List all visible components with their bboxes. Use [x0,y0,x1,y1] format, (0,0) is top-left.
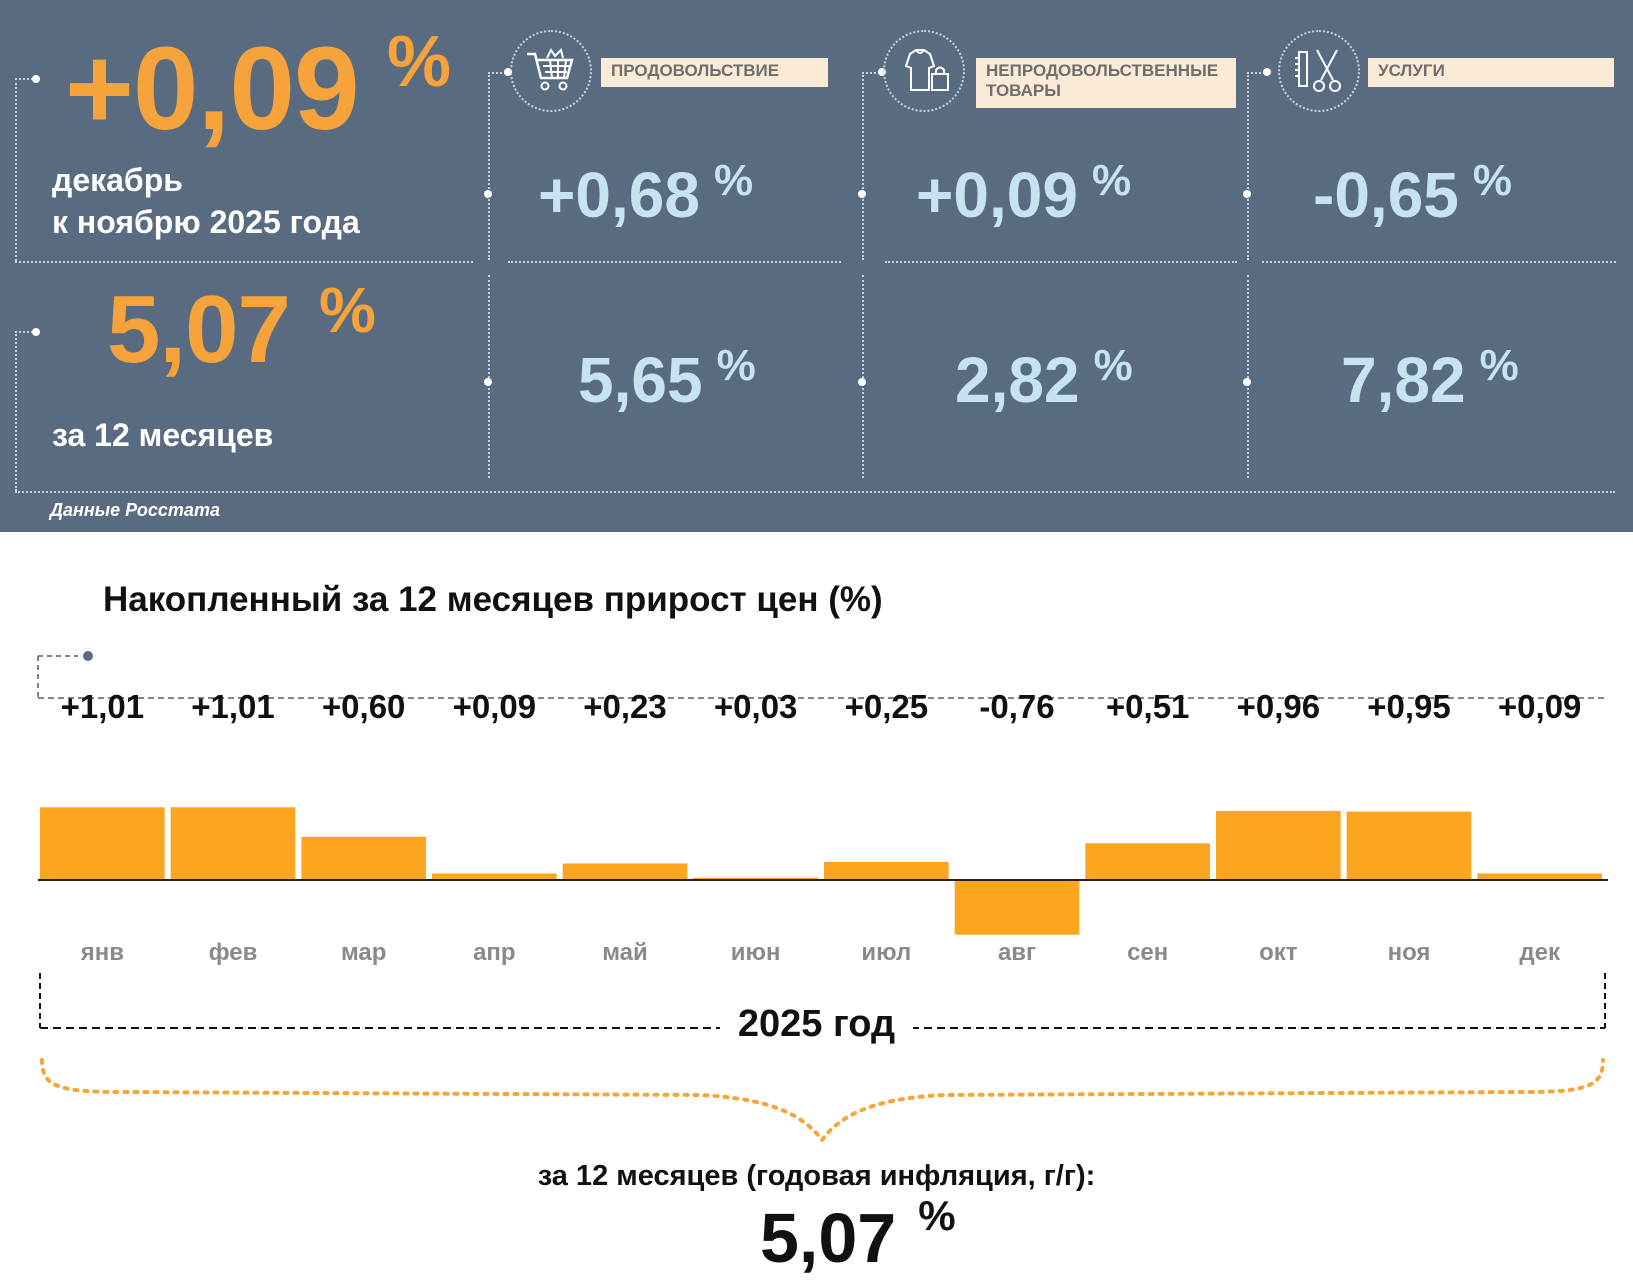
clothing-bag-icon [883,30,965,112]
value-label-сен: +0,51 [1106,688,1190,725]
monthly-caption-line2: к ноябрю 2025 года [52,203,360,240]
bar-окт [1216,810,1341,880]
category-label-services: УСЛУГИ [1368,58,1614,87]
month-label-апр: апр [473,939,516,966]
value-label-фев: +1,01 [191,688,275,725]
chart-x-axis-label: 2025 год [0,1003,1633,1046]
bar-май [562,863,688,880]
bar-дек [1477,873,1602,880]
value-label-июн: +0,03 [714,688,798,725]
month-label-дек: дек [1519,939,1561,966]
value-label-ноя: +0,95 [1367,688,1451,725]
month-label-мар: мар [341,939,386,966]
month-label-фев: фев [209,939,258,966]
annual-headline-unit: % [319,274,376,346]
chart-title: Накопленный за 12 месяцев прирост цен (%… [103,580,883,619]
monthly-caption: декабрь к ноябрю 2025 года [52,160,360,243]
food-monthly-value: +0,68% [538,156,754,231]
month-label-ноя: ноя [1388,939,1431,966]
annual-inflation-caption: за 12 месяцев (годовая инфляция, г/г): [537,1160,1096,1192]
annual-inflation-value: 5,07% [760,1192,956,1277]
value-label-мар: +0,60 [322,688,406,725]
nonfood-monthly-unit: % [1091,156,1132,205]
data-source: Данные Росстата [50,500,220,520]
category-label-food: ПРОДОВОЛЬСТВИЕ [601,58,828,87]
value-label-окт: +0,96 [1237,688,1321,725]
services-annual-unit: % [1479,341,1519,390]
summary-panel: +0,09 % декабрь к ноябрю 2025 года 5,07 … [0,0,1633,532]
shopping-cart-icon [510,30,592,112]
month-label-сен: сен [1127,939,1168,966]
monthly-caption-line1: декабрь [52,162,183,198]
bar-авг [954,880,1080,935]
services-annual-value: 7,82% [1341,341,1519,416]
bar-апр [432,873,557,880]
value-label-дек: +0,09 [1498,688,1582,725]
category-label-nonfood: НЕПРОДОВОЛЬСТВЕННЫЕ ТОВАРЫ [976,58,1236,108]
nonfood-annual-unit: % [1093,341,1133,390]
monthly-headline-unit: % [387,22,451,102]
value-label-июл: +0,25 [845,688,929,725]
services-monthly-unit: % [1472,156,1512,205]
month-label-янв: янв [80,939,124,966]
value-label-май: +0,23 [583,688,667,725]
bar-сен [1085,843,1210,880]
bar-янв [40,807,165,880]
bar-фев [170,807,296,880]
monthly-inflation-chart: +1,01 +1,01 +0,60 +0,09 +0,23 +0,03 +0,25 -0,76… [37,651,1608,1144]
annual-caption: за 12 месяцев [52,417,274,453]
food-monthly-unit: % [713,156,754,205]
month-label-окт: окт [1259,939,1298,966]
value-label-янв: +1,01 [61,688,145,725]
month-label-май: май [602,939,648,966]
nonfood-monthly-value: +0,09% [916,156,1132,231]
services-monthly-value: -0,65% [1313,156,1512,231]
month-label-июн: июн [731,939,781,966]
value-label-авг: -0,76 [979,688,1054,725]
scissors-comb-icon [1278,30,1360,112]
annual-headline-value: 5,07 % [107,274,376,383]
food-annual-value: 5,65% [578,341,756,416]
bar-мар [301,836,426,880]
annual-inflation-unit: % [918,1192,956,1239]
bar-ноя [1346,811,1472,880]
monthly-headline-value: +0,09 % [65,22,451,155]
value-label-апр: +0,09 [453,688,537,725]
bar-июн [693,877,818,880]
bar-июл [824,862,949,880]
month-label-авг: авг [998,939,1036,966]
nonfood-annual-value: 2,82% [955,341,1133,416]
food-annual-unit: % [716,341,756,390]
month-label-июл: июл [861,939,911,966]
